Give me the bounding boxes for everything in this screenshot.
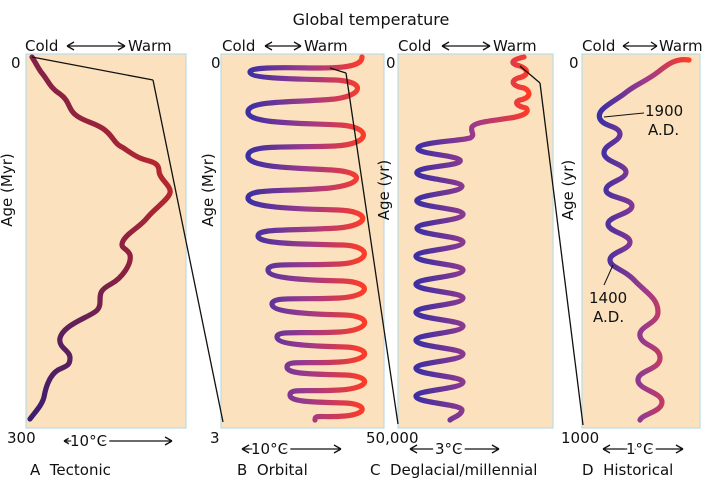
panel-deglacial-millennial: Cold Warm 0 Age (yr) 50,000 3°C C Deglac… <box>366 37 554 479</box>
panel-tectonic-background <box>26 54 186 428</box>
cold-label: Cold <box>222 37 255 55</box>
annotation-1900-leader <box>603 112 645 118</box>
warm-label: Warm <box>659 37 703 55</box>
connector-a-to-b-bottom <box>152 79 224 423</box>
tectonic-temperature-curve <box>27 54 173 422</box>
scale-label: 3°C <box>435 440 463 458</box>
scale-double-arrow <box>63 436 173 446</box>
connector-a-to-b-top <box>31 56 154 81</box>
age-axis-label: Age (Myr) <box>199 153 217 226</box>
historical-temperature-curve <box>596 57 692 423</box>
age-top-value: 0 <box>11 54 21 72</box>
panel-caption: D Historical <box>582 461 673 479</box>
orbital-temperature-curve <box>245 54 368 423</box>
warm-label: Warm <box>128 37 172 55</box>
panel-orbital: Cold Warm 0 Age (Myr) 3 10°C B Orbital <box>199 37 385 479</box>
figure-title: Global temperature <box>293 10 450 29</box>
panel-historical: Cold Warm 0 Age (yr) 1000 1900 A.D. 1400… <box>559 37 703 479</box>
panel-historical-border <box>581 53 701 429</box>
scale-label: 10°C <box>70 432 107 450</box>
panel-tectonic: Cold Warm 0 Age (Myr) 300 10°C A Tectoni… <box>0 37 187 479</box>
connector-b-to-c-bottom <box>345 72 399 425</box>
age-axis-label: Age (yr) <box>559 160 577 221</box>
age-top-value: 0 <box>569 54 579 72</box>
annotation-1400-leader <box>603 264 614 286</box>
age-axis-label: Age (yr) <box>375 160 393 221</box>
cold-warm-double-arrow <box>622 41 658 51</box>
cold-warm-double-arrow <box>264 41 302 51</box>
cold-label: Cold <box>582 37 615 55</box>
annotation-1400-year: 1400 <box>589 289 627 307</box>
annotation-1900-era: A.D. <box>648 121 679 139</box>
zoom-connectors <box>31 56 584 426</box>
scale-label: 1°C <box>626 440 654 458</box>
scale-double-arrow <box>602 444 684 454</box>
panel-deglacial-border <box>397 53 554 429</box>
age-bottom-value: 300 <box>7 429 36 447</box>
annotation-1400-era: A.D. <box>593 308 624 326</box>
deglacial-temperature-curve <box>413 54 532 423</box>
warm-label: Warm <box>493 37 537 55</box>
age-bottom-value: 1000 <box>561 429 599 447</box>
cold-warm-double-arrow <box>441 41 491 51</box>
annotation-1900-year: 1900 <box>645 102 683 120</box>
scale-label: 10°C <box>251 440 288 458</box>
age-axis-label: Age (Myr) <box>0 153 16 226</box>
panel-orbital-border <box>220 53 385 429</box>
age-top-value: 0 <box>211 54 221 72</box>
cold-label: Cold <box>398 37 431 55</box>
cold-warm-double-arrow <box>66 41 126 51</box>
panel-caption: C Deglacial/millennial <box>370 461 537 479</box>
age-top-value: 0 <box>386 54 396 72</box>
age-bottom-value: 50,000 <box>366 429 419 447</box>
panel-caption: B Orbital <box>237 461 308 479</box>
scale-double-arrow <box>409 444 500 454</box>
warm-label: Warm <box>304 37 348 55</box>
scale-double-arrow <box>241 444 342 454</box>
connector-c-to-d-bottom <box>539 82 584 426</box>
panel-caption: A Tectonic <box>30 461 111 479</box>
connector-c-to-d-top <box>519 65 541 84</box>
cold-label: Cold <box>25 37 58 55</box>
age-bottom-value: 3 <box>210 429 220 447</box>
connector-b-to-c-top <box>329 67 347 74</box>
